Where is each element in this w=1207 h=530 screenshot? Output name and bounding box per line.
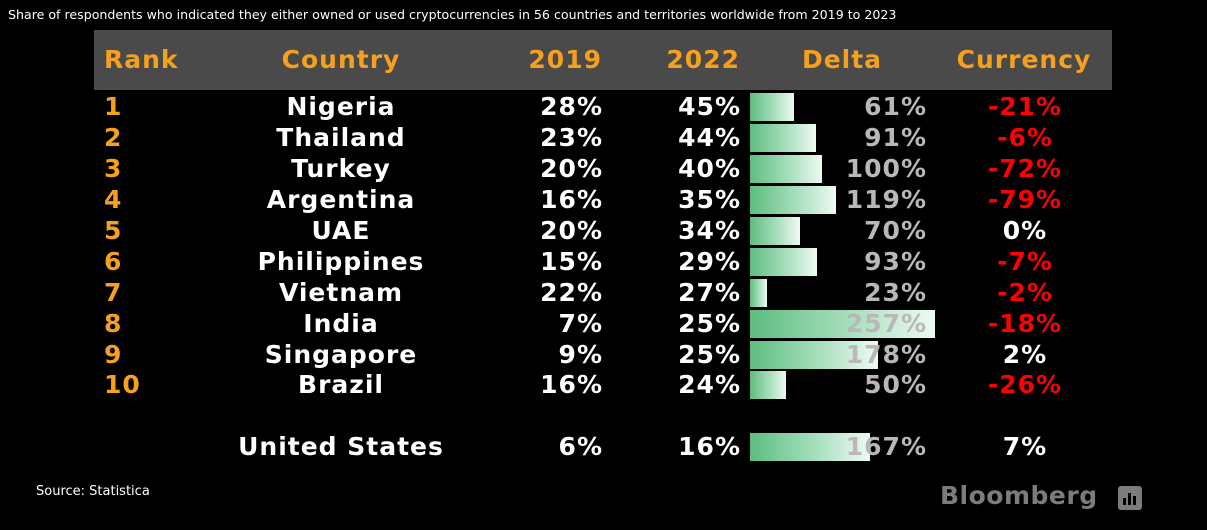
row-delta-label: 178%	[845, 340, 927, 369]
row-currency-change: 7%	[1002, 432, 1048, 461]
row-delta-label: 100%	[845, 154, 927, 183]
row-delta-label: 167%	[845, 432, 927, 461]
row-currency-change: -6%	[997, 123, 1053, 152]
delta-bar	[750, 341, 878, 369]
row-value-2022: 34%	[678, 216, 741, 245]
row-rank: 8	[104, 309, 123, 338]
row-value-2019: 15%	[540, 247, 603, 276]
row-value-2019: 20%	[540, 216, 603, 245]
row-currency-change: -21%	[987, 92, 1063, 121]
row-country: Vietnam	[278, 278, 404, 307]
row-country: UAE	[311, 216, 371, 245]
column-header-delta: Delta	[801, 45, 883, 74]
row-value-2019: 28%	[540, 92, 603, 121]
row-value-2019: 7%	[558, 309, 603, 338]
row-country: Argentina	[266, 185, 416, 214]
column-header-country: Country	[281, 45, 401, 74]
row-delta-label: 119%	[845, 185, 927, 214]
row-value-2022: 16%	[678, 432, 741, 461]
row-currency-change: -18%	[987, 309, 1063, 338]
row-country: Singapore	[264, 340, 418, 369]
delta-bar	[750, 155, 822, 183]
row-currency-change: 0%	[1002, 216, 1048, 245]
row-rank: 6	[104, 247, 123, 276]
column-header-rank: Rank	[104, 45, 179, 74]
bloomberg-bars-icon	[1118, 486, 1142, 510]
row-country: Turkey	[291, 154, 391, 183]
row-delta-label: 23%	[864, 278, 927, 307]
delta-bar	[750, 310, 935, 338]
row-value-2022: 25%	[678, 340, 741, 369]
row-rank: 9	[104, 340, 123, 369]
delta-bar	[750, 124, 816, 152]
row-country: India	[303, 309, 379, 338]
row-rank: 4	[104, 185, 123, 214]
row-rank: 10	[104, 370, 141, 399]
row-country: Brazil	[298, 370, 384, 399]
row-rank: 7	[104, 278, 123, 307]
row-delta-label: 61%	[864, 92, 927, 121]
row-currency-change: -7%	[997, 247, 1053, 276]
row-delta-label: 50%	[864, 370, 927, 399]
row-currency-change: -2%	[997, 278, 1053, 307]
delta-bar	[750, 217, 800, 245]
table-header: Rank Country 2019 2022 Delta Currency	[94, 30, 1112, 90]
row-value-2022: 40%	[678, 154, 741, 183]
row-value-2019: 22%	[540, 278, 603, 307]
column-header-2019: 2019	[528, 45, 602, 74]
row-rank: 2	[104, 123, 123, 152]
delta-bar	[750, 433, 870, 461]
delta-bar	[750, 371, 786, 399]
row-country: Thailand	[276, 123, 406, 152]
delta-bar	[750, 248, 817, 276]
row-value-2022: 35%	[678, 185, 741, 214]
row-value-2019: 16%	[540, 185, 603, 214]
row-country: Nigeria	[286, 92, 396, 121]
chart-subtitle: Share of respondents who indicated they …	[8, 7, 897, 22]
row-currency-change: -26%	[987, 370, 1063, 399]
delta-bar	[750, 279, 767, 307]
row-rank: 3	[104, 154, 123, 183]
row-value-2022: 24%	[678, 370, 741, 399]
column-header-2022: 2022	[666, 45, 740, 74]
row-rank: 1	[104, 92, 123, 121]
row-delta-label: 91%	[864, 123, 927, 152]
row-currency-change: 2%	[1002, 340, 1048, 369]
row-value-2022: 44%	[678, 123, 741, 152]
brand-logo: Bloomberg	[940, 481, 1098, 510]
row-value-2022: 25%	[678, 309, 741, 338]
row-delta-label: 93%	[864, 247, 927, 276]
row-country: United States	[238, 432, 444, 461]
column-header-currency: Currency	[956, 45, 1092, 74]
row-currency-change: -72%	[987, 154, 1063, 183]
delta-bar	[750, 186, 836, 214]
source-note: Source: Statistica	[36, 484, 150, 499]
row-currency-change: -79%	[987, 185, 1063, 214]
row-value-2022: 29%	[678, 247, 741, 276]
row-value-2019: 23%	[540, 123, 603, 152]
row-value-2019: 16%	[540, 370, 603, 399]
row-value-2022: 27%	[678, 278, 741, 307]
row-rank: 5	[104, 216, 123, 245]
row-value-2019: 6%	[558, 432, 603, 461]
row-value-2022: 45%	[678, 92, 741, 121]
row-country: Philippines	[257, 247, 425, 276]
delta-bar	[750, 93, 794, 121]
row-value-2019: 20%	[540, 154, 603, 183]
row-delta-label: 70%	[864, 216, 927, 245]
row-value-2019: 9%	[558, 340, 603, 369]
row-delta-label: 257%	[845, 309, 927, 338]
